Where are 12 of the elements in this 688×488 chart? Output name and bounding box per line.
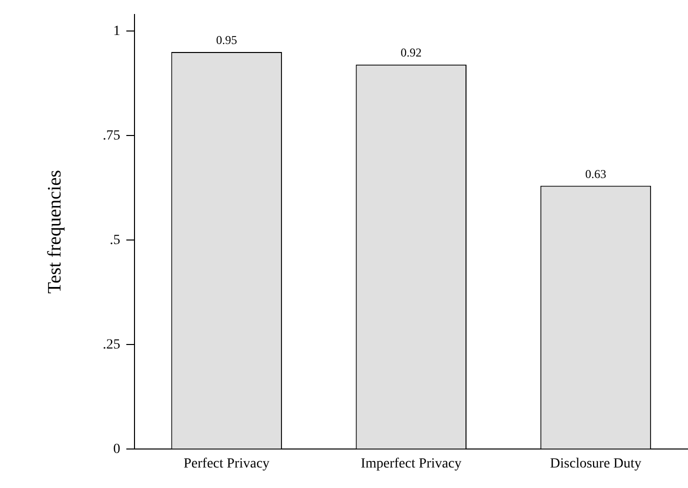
x-tick-label: Disclosure Duty	[550, 456, 642, 472]
data-label: 0.95	[216, 33, 238, 48]
y-tick-label: 0	[113, 442, 120, 457]
y-axis-title: Test frequencies	[44, 170, 66, 294]
data-label: 0.92	[400, 46, 422, 60]
x-tick-label: Perfect Privacy	[184, 456, 270, 472]
y-tick-label: .25	[102, 337, 120, 352]
y-tick-label: .5	[110, 232, 120, 248]
data-label: 0.63	[585, 166, 606, 181]
x-tick-label: Imperfect Privacy	[360, 456, 462, 472]
y-tick-label: 1	[113, 24, 120, 39]
y-tick-label: .75	[102, 128, 120, 144]
